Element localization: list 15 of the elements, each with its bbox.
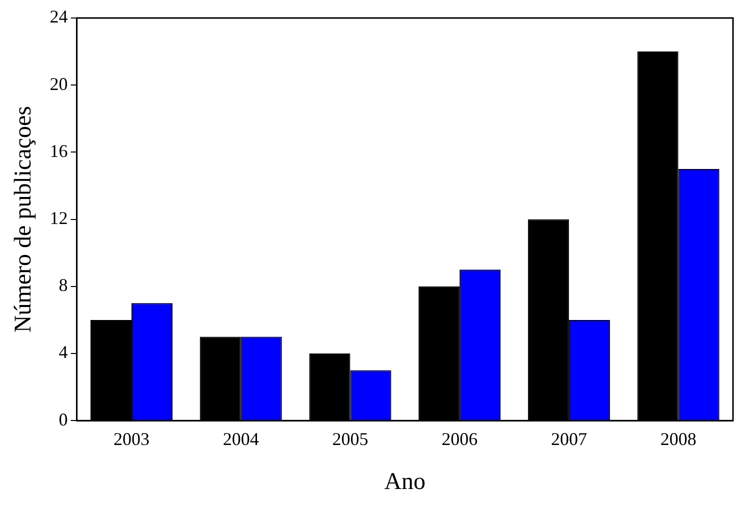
y-tick-label: 16 [50,140,68,161]
x-tick-label: 2004 [222,429,259,450]
x-tick-label: 2005 [332,429,368,450]
y-tick-label: 12 [50,208,68,228]
x-tick-label: 2003 [113,429,150,450]
x-tick-label: 2006 [442,429,478,450]
y-tick-label: 24 [50,6,68,27]
y-tick-label: 8 [58,275,68,296]
y-axis-title: Número de publicaçoes [10,106,37,333]
x-tick-label: 2007 [550,429,587,450]
y-tick-label: 20 [50,74,68,94]
x-axis-title: Ano [384,468,426,495]
y-tick-label: 4 [58,342,68,362]
x-tick-label: 2008 [660,429,696,450]
y-tick-label: 0 [58,409,68,430]
